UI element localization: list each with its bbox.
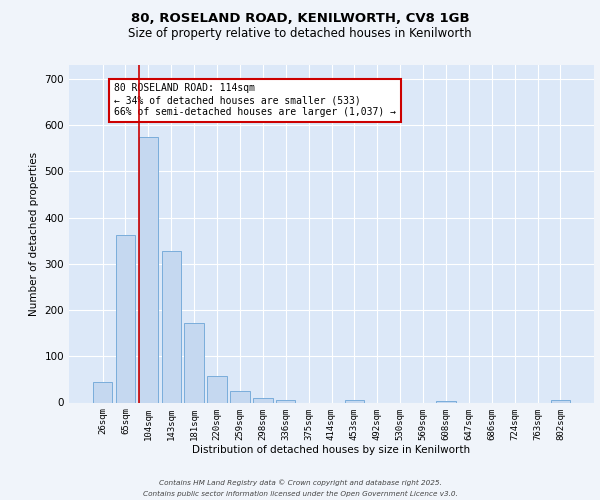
Bar <box>161 251 181 402</box>
Bar <box>551 400 570 402</box>
Bar <box>344 400 364 402</box>
X-axis label: Distribution of detached houses by size in Kenilworth: Distribution of detached houses by size … <box>193 445 470 455</box>
Bar <box>116 235 135 402</box>
Text: 80 ROSELAND ROAD: 114sqm
← 34% of detached houses are smaller (533)
66% of semi-: 80 ROSELAND ROAD: 114sqm ← 34% of detach… <box>114 84 396 116</box>
Bar <box>208 376 227 402</box>
Text: Contains HM Land Registry data © Crown copyright and database right 2025.: Contains HM Land Registry data © Crown c… <box>158 480 442 486</box>
Bar <box>276 400 295 402</box>
Text: Size of property relative to detached houses in Kenilworth: Size of property relative to detached ho… <box>128 28 472 40</box>
Bar <box>436 400 455 402</box>
Text: 80, ROSELAND ROAD, KENILWORTH, CV8 1GB: 80, ROSELAND ROAD, KENILWORTH, CV8 1GB <box>131 12 469 26</box>
Bar <box>253 398 272 402</box>
Y-axis label: Number of detached properties: Number of detached properties <box>29 152 39 316</box>
Bar <box>230 392 250 402</box>
Bar <box>93 382 112 402</box>
Bar <box>184 323 204 402</box>
Bar <box>139 136 158 402</box>
Text: Contains public sector information licensed under the Open Government Licence v3: Contains public sector information licen… <box>143 491 457 497</box>
